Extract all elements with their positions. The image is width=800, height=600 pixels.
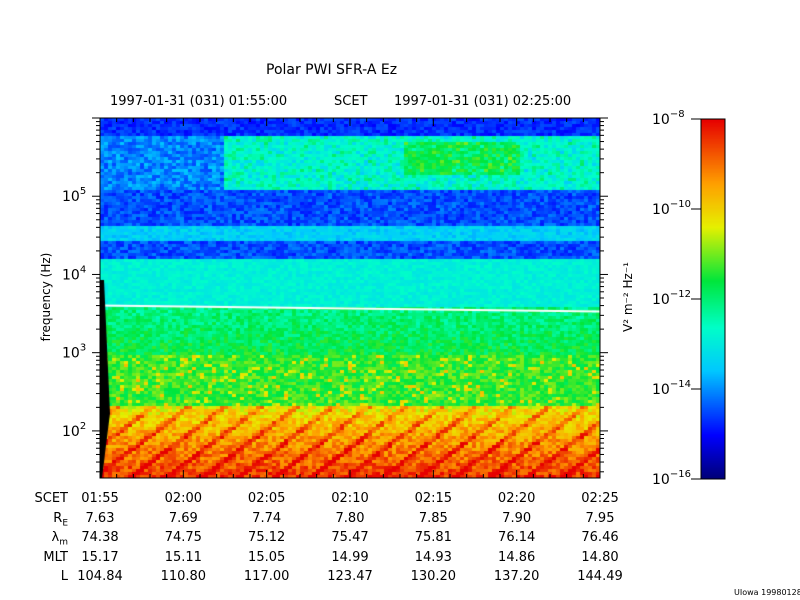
ephemeris-cell: 15.17 [81, 549, 119, 565]
ephemeris-cell: 7.95 [585, 510, 615, 526]
ephemeris-row-label: MLT [43, 549, 68, 565]
ephemeris-cell: 14.99 [331, 549, 369, 565]
ephemeris-cell: 7.69 [168, 510, 198, 526]
ephemeris-cell: 15.05 [248, 549, 286, 565]
ephemeris-row-label: RE [53, 510, 68, 529]
ephemeris-cell: 75.12 [248, 530, 286, 545]
ephemeris-cell: 7.80 [335, 510, 365, 526]
ephemeris-cell: 01:55 [81, 491, 119, 506]
y-tick-label: 104 [62, 264, 86, 283]
ephemeris-cell: 02:10 [331, 491, 369, 506]
ephemeris-cell: 104.84 [77, 569, 123, 584]
ephemeris-cell: 02:25 [581, 491, 619, 506]
y-axis-label: frequency (Hz) [39, 252, 53, 342]
ephemeris-cell: 15.11 [164, 549, 202, 565]
plot-frame [99, 117, 601, 479]
ephemeris-cell: 02:00 [164, 491, 203, 506]
ephemeris-cell: 76.46 [581, 530, 619, 545]
colorbar-tick-label: 10−12 [652, 289, 691, 308]
ephemeris-cell: 110.80 [160, 569, 207, 584]
y-tick-label: 102 [62, 421, 86, 440]
ephemeris-cell: 75.47 [331, 530, 369, 545]
credit-text: UIowa 19980128 [734, 588, 800, 597]
ephemeris-cell: 7.85 [418, 510, 448, 526]
ephemeris-cell: 75.81 [414, 530, 452, 545]
start-time: 1997-01-31 (031) 01:55:00 [110, 94, 288, 109]
y-tick-label: 103 [62, 343, 86, 362]
colorbar [701, 119, 725, 479]
colorbar-frame [700, 118, 726, 480]
y-tick-label: 105 [62, 186, 86, 205]
ephemeris-cell: 117.00 [243, 569, 290, 584]
ephemeris-cell: 7.74 [252, 510, 282, 526]
ephemeris-cell: 76.14 [498, 530, 536, 545]
colorbar-tick-label: 10−10 [652, 199, 691, 218]
ephemeris-cell: 02:15 [414, 491, 453, 506]
ephemeris-cell: 02:20 [497, 491, 536, 506]
ephemeris-cell: 74.75 [164, 530, 202, 545]
time-label: SCET [334, 94, 368, 109]
ephemeris-row-label: L [60, 569, 68, 584]
ephemeris-cell: 137.20 [493, 569, 540, 584]
ephemeris-cell: 14.93 [414, 549, 452, 565]
spectrogram-heatmap [100, 118, 600, 478]
colorbar-tick-label: 10−8 [652, 109, 685, 128]
ephemeris-row-label: λm [51, 530, 68, 548]
ephemeris-cell: 7.90 [502, 510, 532, 526]
ephemeris-cell: 14.80 [581, 549, 619, 565]
end-time: 1997-01-31 (031) 02:25:00 [394, 94, 572, 109]
ephemeris-cell: 130.20 [410, 569, 457, 584]
ephemeris-cell: 123.47 [327, 569, 373, 584]
colorbar-label: V² m⁻² Hz⁻¹ [621, 262, 635, 332]
ephemeris-row-label: SCET [34, 491, 68, 506]
ephemeris-cell: 144.49 [577, 569, 623, 584]
chart-title: Polar PWI SFR-A Ez [266, 62, 398, 78]
ephemeris-cell: 7.63 [85, 510, 115, 526]
colorbar-tick-label: 10−14 [652, 379, 691, 398]
ephemeris-cell: 02:05 [247, 491, 286, 506]
ephemeris-cell: 14.86 [498, 549, 536, 565]
colorbar-tick-label: 10−16 [652, 469, 691, 488]
ephemeris-cell: 74.38 [81, 530, 119, 545]
